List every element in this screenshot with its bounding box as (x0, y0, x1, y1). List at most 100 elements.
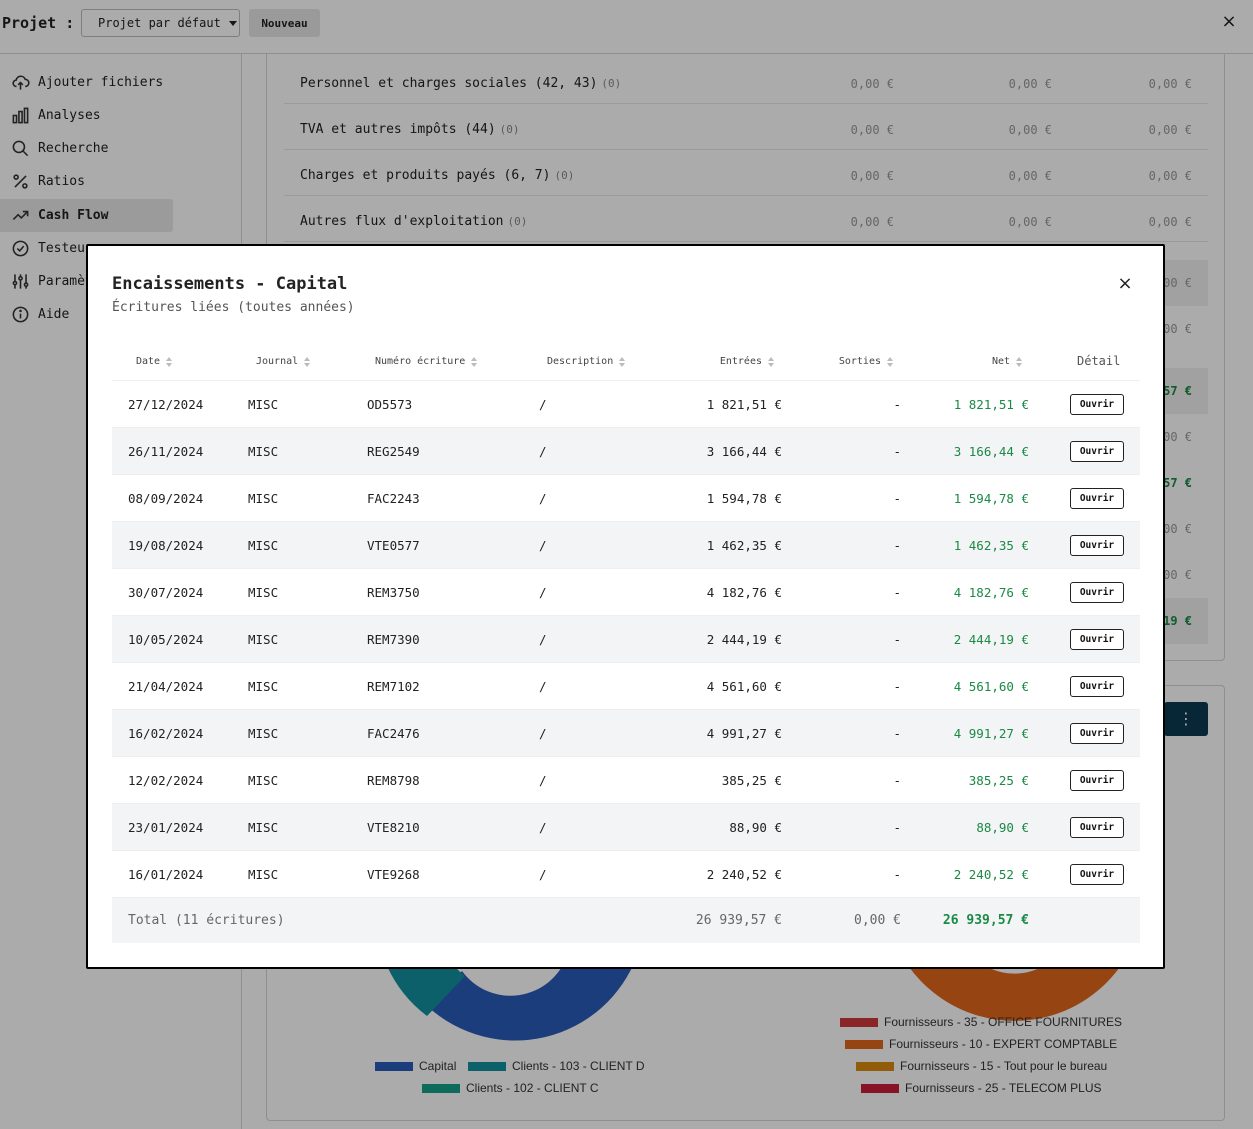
sort-icon (1016, 356, 1022, 367)
table-row: 10/05/2024 MISC REM7390 / 2 444,19 € - 2 444,1… (112, 616, 1140, 663)
legend-swatch (856, 1061, 894, 1071)
cash-flow-value: 0,00 € (850, 123, 894, 137)
entry-net: 385,25 € (968, 773, 1029, 788)
entry-sorties: - (893, 867, 901, 882)
entry-net: 3 166,44 € (953, 444, 1029, 459)
cash-flow-row[interactable]: Charges et produits payés (6, 7) (0) 0,00… (284, 150, 1208, 196)
entry-net: 1 462,35 € (953, 538, 1029, 553)
sliders-icon (12, 274, 29, 289)
legend-item: Fournisseurs - 10 - EXPERT COMPTABLE (845, 1037, 1117, 1051)
sidebar-item-label: Cash Flow (38, 208, 109, 223)
entry-description: / (539, 491, 547, 506)
percent-icon (13, 174, 28, 189)
column-header-journal[interactable]: Journal (256, 356, 311, 367)
cash-flow-row-count: (0) (499, 123, 520, 136)
cash-flow-value: 0,00 € (850, 169, 894, 183)
entry-entrees: 1 462,35 € (706, 538, 782, 553)
entry-description: / (539, 585, 547, 600)
entry-journal: MISC (248, 444, 279, 459)
modal-title: Encaissements - Capital (112, 274, 348, 294)
entry-journal: MISC (248, 632, 279, 647)
entry-numero: REM7390 (367, 632, 420, 647)
column-header-numero[interactable]: Numéro écriture (375, 356, 478, 367)
open-entry-button[interactable]: Ouvrir (1070, 441, 1124, 462)
new-project-button[interactable]: Nouveau (249, 9, 320, 37)
table-row: 08/09/2024 MISC FAC2243 / 1 594,78 € - 1 594,7… (112, 475, 1140, 522)
close-icon[interactable]: × (1117, 273, 1133, 294)
open-entry-button[interactable]: Ouvrir (1070, 676, 1124, 697)
open-entry-button[interactable]: Ouvrir (1070, 770, 1124, 791)
sidebar-item-testeur[interactable]: Testeur (0, 232, 173, 265)
sidebar-item-analyses[interactable]: Analyses (0, 99, 173, 132)
sort-icon (887, 356, 893, 367)
legend-item: Fournisseurs - 35 - OFFICE FOURNITURES (840, 1015, 1122, 1029)
column-header-entrees[interactable]: Entrées (672, 356, 774, 367)
close-icon[interactable]: × (1221, 11, 1237, 32)
cash-flow-value: 00 € (1163, 522, 1192, 536)
sidebar-item-ratios[interactable]: Ratios (0, 165, 173, 198)
legend-label: Fournisseurs - 25 - TELECOM PLUS (905, 1081, 1102, 1095)
column-header-net[interactable]: Net (922, 356, 1022, 367)
open-entry-button[interactable]: Ouvrir (1070, 864, 1124, 885)
sidebar-item-cash-flow[interactable]: Cash Flow (0, 199, 173, 232)
open-entry-button[interactable]: Ouvrir (1070, 488, 1124, 509)
open-entry-button[interactable]: Ouvrir (1070, 535, 1124, 556)
entry-numero: REG2549 (367, 444, 420, 459)
entry-net: 1 594,78 € (953, 491, 1029, 506)
entry-journal: MISC (248, 538, 279, 553)
sidebar-item-aide[interactable]: Aide (0, 298, 173, 331)
donut-slice-fournisseurs (902, 956, 1127, 1021)
total-entrees: 26 939,57 € (695, 913, 782, 928)
entry-description: / (539, 726, 547, 741)
cash-flow-row[interactable]: TVA et autres impôts (44) (0) 0,00 € 0,00… (284, 104, 1208, 150)
entry-numero: REM8798 (367, 773, 420, 788)
cash-flow-row[interactable]: Personnel et charges sociales (42, 43) (0… (284, 58, 1208, 104)
entry-description: / (539, 820, 547, 835)
sidebar-item-ajouter-fichiers[interactable]: Ajouter fichiers (0, 66, 173, 99)
cash-flow-row-label: Charges et produits payés (6, 7) (300, 168, 551, 183)
more-options-icon[interactable]: ⋮ (1164, 702, 1208, 736)
entry-date: 30/07/2024 (128, 585, 204, 600)
column-header-date[interactable]: Date (136, 356, 173, 367)
table-row: 21/04/2024 MISC REM7102 / 4 561,60 € - 4 561,6… (112, 663, 1140, 710)
entry-date: 16/01/2024 (128, 867, 204, 882)
entry-entrees: 4 991,27 € (706, 726, 782, 741)
legend-swatch (845, 1039, 883, 1049)
entry-date: 12/02/2024 (128, 773, 204, 788)
sidebar-item-recherche[interactable]: Recherche (0, 132, 173, 165)
open-entry-button[interactable]: Ouvrir (1070, 582, 1124, 603)
entry-sorties: - (893, 773, 901, 788)
project-select[interactable]: Projet par défaut (81, 9, 240, 37)
entry-journal: MISC (248, 491, 279, 506)
cash-flow-row-count: (0) (554, 169, 575, 182)
column-header-label: Sorties (838, 356, 881, 367)
bar-chart-icon (12, 107, 29, 124)
open-entry-button[interactable]: Ouvrir (1070, 723, 1124, 744)
entry-net: 1 821,51 € (953, 397, 1029, 412)
open-entry-button[interactable]: Ouvrir (1070, 629, 1124, 650)
column-header-description[interactable]: Description (547, 356, 626, 367)
trend-up-icon (12, 210, 29, 221)
open-entry-button[interactable]: Ouvrir (1070, 817, 1124, 838)
open-entry-button[interactable]: Ouvrir (1070, 394, 1124, 415)
column-header-sorties[interactable]: Sorties (792, 356, 893, 367)
upload-cloud-icon (12, 75, 30, 90)
column-header-label: Net (991, 356, 1010, 367)
cash-flow-value: 00 € (1163, 568, 1192, 582)
entries-table-body: 27/12/2024 MISC OD5573 / 1 821,51 € - 1 821,51… (112, 381, 1140, 898)
total-net: 26 939,57 € (942, 913, 1029, 928)
cash-flow-row-count: (0) (507, 215, 528, 228)
entry-entrees: 385,25 € (721, 773, 782, 788)
column-header-label: Date (136, 356, 161, 367)
legend-item: Fournisseurs - 15 - Tout pour le bureau (856, 1059, 1107, 1073)
entry-numero: FAC2476 (367, 726, 420, 741)
sort-icon (304, 356, 311, 367)
entry-date: 16/02/2024 (128, 726, 204, 741)
entry-entrees: 3 166,44 € (706, 444, 782, 459)
entry-entrees: 88,90 € (729, 820, 782, 835)
cash-flow-row[interactable]: Autres flux d'exploitation (0) 0,00 € 0,0… (284, 196, 1208, 242)
cash-flow-value: 19 € (1163, 614, 1192, 628)
entry-numero: OD5573 (367, 397, 413, 412)
legend-swatch (861, 1083, 899, 1093)
table-row: 16/01/2024 MISC VTE9268 / 2 240,52 € - 2 240,5… (112, 851, 1140, 898)
